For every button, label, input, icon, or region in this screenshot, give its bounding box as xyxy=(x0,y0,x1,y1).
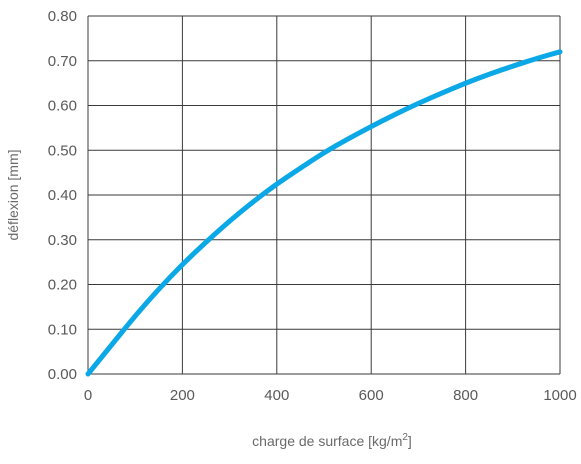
y-tick-label: 0.80 xyxy=(48,8,77,25)
y-tick-label: 0.60 xyxy=(48,98,77,115)
x-tick-label: 600 xyxy=(359,387,384,404)
grid xyxy=(87,15,561,375)
x-tick-label: 200 xyxy=(170,387,195,404)
y-tick-label: 0.70 xyxy=(48,53,77,70)
y-axis-ticks: 0.00 0.10 0.20 0.30 0.40 0.50 0.60 0.70 0.80 xyxy=(48,8,77,383)
y-tick-label: 0.20 xyxy=(48,277,77,294)
x-axis-title-main: charge de surface [kg/m xyxy=(252,433,402,449)
x-tick-label: 0 xyxy=(84,387,92,404)
y-tick-label: 0.10 xyxy=(48,321,77,338)
series-line xyxy=(85,49,563,377)
x-axis-title-superscript: 2 xyxy=(402,432,408,443)
x-axis-title: charge de surface [kg/m2] xyxy=(252,432,412,449)
x-axis-ticks: 0 200 400 600 800 1000 xyxy=(84,387,577,404)
series-layer xyxy=(85,49,563,377)
y-axis-title: déflexion [mm] xyxy=(5,149,21,240)
y-tick-label: 0.50 xyxy=(48,142,77,159)
y-tick-label: 0.30 xyxy=(48,232,77,249)
x-axis-title-suffix: ] xyxy=(408,433,412,449)
x-tick-label: 800 xyxy=(453,387,478,404)
x-tick-label: 400 xyxy=(264,387,289,404)
x-tick-label: 1000 xyxy=(543,387,576,404)
y-tick-label: 0.00 xyxy=(48,366,77,383)
y-tick-label: 0.40 xyxy=(48,187,77,204)
